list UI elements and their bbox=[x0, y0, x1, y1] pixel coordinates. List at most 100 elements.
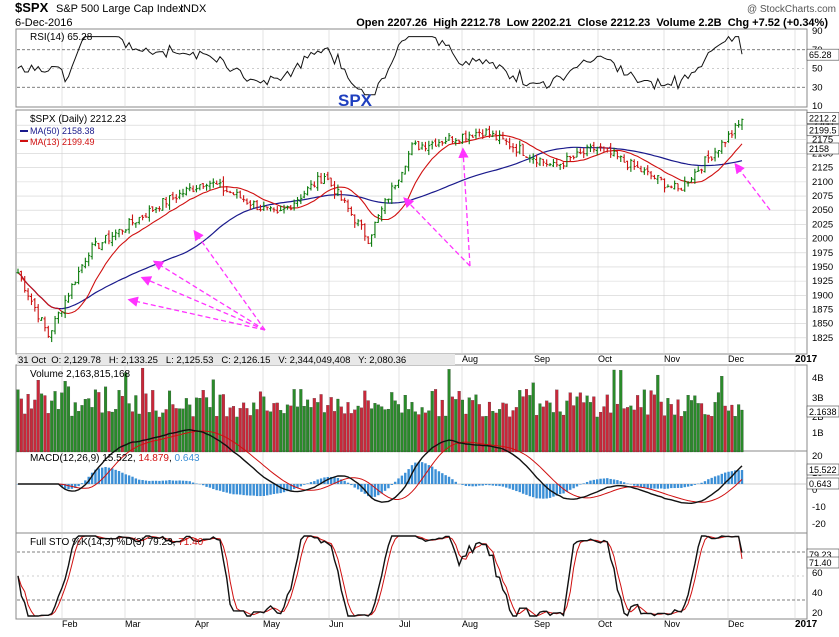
volume-bar-156 bbox=[541, 406, 545, 453]
macd-hist-bar-134 bbox=[468, 484, 471, 487]
macd-hist-bar-198 bbox=[683, 484, 686, 488]
volume-bar-197 bbox=[679, 416, 683, 453]
volume-bar-185 bbox=[639, 407, 643, 453]
volume-bar-14 bbox=[63, 381, 67, 453]
macd-hist-bar-146 bbox=[508, 484, 511, 489]
volume-bar-164 bbox=[568, 392, 572, 453]
sto-d-line bbox=[17, 535, 743, 617]
volume-bar-33 bbox=[127, 403, 131, 453]
volume-bar-128 bbox=[447, 369, 451, 453]
header-date: 6-Dec-2016 bbox=[15, 17, 72, 29]
macd-hist-bar-90 bbox=[319, 478, 323, 484]
macd-label-main: MACD(12,26,9) 15.522, bbox=[30, 453, 138, 464]
macd-hist-bar-44 bbox=[164, 480, 168, 484]
macd-hist-bar-57 bbox=[208, 484, 212, 488]
volume-bar-75 bbox=[269, 411, 273, 453]
hover-readout-bg bbox=[17, 354, 455, 365]
macd-hist-bar-159 bbox=[552, 484, 555, 497]
macd-hist-bar-190 bbox=[656, 484, 660, 489]
macd-hist-bar-145 bbox=[505, 484, 508, 488]
macd-hist-bar-72 bbox=[259, 484, 262, 497]
macd-hist-bar-169 bbox=[585, 481, 589, 484]
macd-hist-bar-164 bbox=[569, 484, 572, 490]
volume-bar-12 bbox=[56, 409, 60, 453]
volume-bar-157 bbox=[545, 400, 549, 453]
volume-bar-35 bbox=[134, 395, 138, 453]
price-tick-7: 2000 bbox=[812, 234, 833, 245]
price-badge-close-text: 2212.2 bbox=[809, 113, 837, 123]
macd-hist-bar-186 bbox=[643, 484, 646, 488]
volume-bar-112 bbox=[393, 400, 397, 453]
macd-hist-bar-45 bbox=[168, 480, 171, 484]
volume-bar-34 bbox=[130, 411, 134, 453]
volume-bar-32 bbox=[124, 372, 128, 453]
volume-bar-161 bbox=[558, 411, 562, 453]
macd-hist-bar-113 bbox=[397, 478, 400, 484]
macd-hist-bar-33 bbox=[127, 475, 131, 484]
volume-bar-11 bbox=[53, 391, 57, 453]
macd-hist-bar-163 bbox=[565, 484, 569, 492]
volume-bar-60 bbox=[218, 394, 222, 453]
macd-hist-bar-101 bbox=[356, 484, 360, 490]
macd-hist-bar-188 bbox=[649, 484, 653, 489]
volume-bar-56 bbox=[205, 397, 209, 453]
macd-hist-bar-43 bbox=[161, 480, 164, 484]
rsi-line bbox=[17, 35, 743, 96]
macd-hist-bar-206 bbox=[710, 477, 713, 484]
rsi-tick-0: 90 bbox=[812, 26, 823, 37]
month-label-bottom-7: Sep bbox=[534, 619, 550, 629]
volume-bar-203 bbox=[700, 403, 704, 453]
volume-bar-182 bbox=[629, 405, 633, 453]
macd-hist-bar-67 bbox=[242, 484, 245, 496]
annotation-arrow-3 bbox=[152, 260, 266, 331]
macd-hist-bar-79 bbox=[282, 484, 286, 493]
volume-bar-149 bbox=[518, 390, 522, 453]
month-label-price-9: Nov bbox=[664, 354, 681, 364]
volume-bar-95 bbox=[336, 398, 340, 453]
price-tick-5: 1950 bbox=[812, 262, 833, 273]
volume-bar-57 bbox=[208, 407, 212, 453]
macd-hist-bar-138 bbox=[481, 484, 484, 486]
volume-bar-44 bbox=[164, 409, 168, 453]
macd-hist-bar-175 bbox=[606, 478, 609, 484]
macd-hist-bar-141 bbox=[491, 484, 495, 486]
macd-hist-bar-55 bbox=[202, 484, 205, 486]
volume-bar-214 bbox=[737, 404, 741, 453]
quote-summary: Open 2207.26 High 2212.78 Low 2202.21 Cl… bbox=[356, 17, 828, 29]
macd-hist-bar-166 bbox=[575, 484, 579, 487]
volume-bar-147 bbox=[511, 410, 515, 453]
macd-hist-bar-140 bbox=[488, 484, 491, 486]
annotation-arrow-1 bbox=[140, 276, 266, 331]
volume-bar-71 bbox=[255, 409, 259, 453]
volume-bar-40 bbox=[151, 390, 155, 453]
sto-badge-d-box bbox=[806, 556, 839, 569]
rsi-badge-text: 65.28 bbox=[809, 50, 832, 60]
month-label-bottom-5: Jul bbox=[399, 619, 411, 629]
macd-hist-bar-144 bbox=[501, 484, 505, 487]
macd-hist-bar-88 bbox=[313, 481, 316, 484]
macd-hist-bar-23 bbox=[94, 469, 97, 484]
volume-bar-204 bbox=[703, 414, 707, 453]
volume-bar-158 bbox=[548, 402, 552, 453]
macd-hist-bar-87 bbox=[309, 482, 313, 484]
volume-bar-20 bbox=[83, 399, 87, 453]
volume-bar-137 bbox=[477, 404, 481, 453]
volume-bar-180 bbox=[622, 408, 626, 453]
volume-bar-186 bbox=[642, 389, 646, 453]
macd-hist-bar-65 bbox=[235, 484, 239, 495]
volume-bar-85 bbox=[302, 406, 306, 453]
macd-hist-bar-111 bbox=[390, 484, 393, 485]
macd-hist-bar-71 bbox=[255, 484, 259, 497]
volume-plot bbox=[16, 367, 744, 453]
volume-bar-151 bbox=[524, 389, 528, 453]
volume-bar-176 bbox=[609, 412, 613, 453]
sto-label-d: 71.40 bbox=[178, 537, 203, 548]
macd-hist-bar-212 bbox=[730, 471, 734, 484]
symbol: $SPX bbox=[15, 0, 49, 15]
month-label-bottom-0: Feb bbox=[62, 619, 78, 629]
macd-hist-bar-207 bbox=[713, 476, 717, 484]
volume-bar-84 bbox=[299, 389, 303, 453]
volume-bar-167 bbox=[578, 392, 582, 453]
volume-bar-143 bbox=[498, 409, 502, 453]
volume-bar-109 bbox=[383, 409, 387, 453]
